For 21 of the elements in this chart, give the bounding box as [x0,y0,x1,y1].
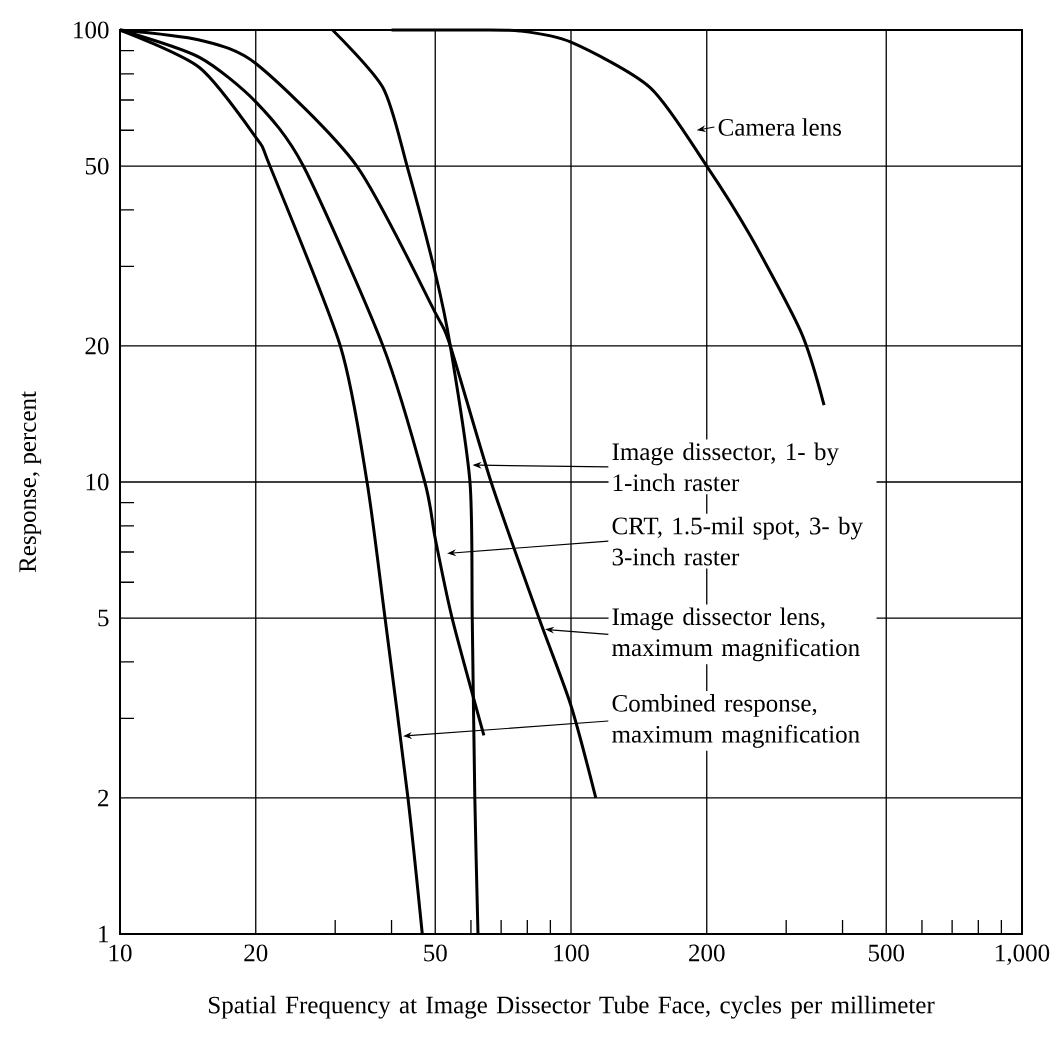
y-tick-label: 10 [86,473,109,491]
x-tick-label: 100 [554,944,589,962]
text: Combined response, maximum magnification [612,694,860,748]
x-axis-title: Spatial Frequency at Image Dissector Tube Face, cycles per millimeter [209,995,935,1019]
x-tick-label: 200 [689,944,725,962]
x-tick-label: 50 [424,944,447,962]
x-tick-label: 20 [244,944,268,962]
x-tick-label: 10 [109,944,132,962]
x-tick-label: 1,000 [996,944,1050,965]
y-tick-label: 5 [98,609,109,627]
y-axis-title: Response, percent [19,391,42,573]
legend-label: Image dissector lens, maximum magnification [612,607,860,662]
y-tick-label: 100 [74,21,109,39]
text: Image dissector, 1- by 1-inch raster [612,442,839,492]
legend-label: Camera lens [718,118,842,136]
text: CRT, 1.5-mil spot, 3- by 3-inch raster [612,516,863,566]
y-tick-label: 2 [98,789,109,807]
x-tick-label: 500 [868,944,905,962]
y-tick-label: 1 [99,925,108,943]
y-tick-label: 50 [85,157,109,175]
y-tick-label: 20 [85,337,109,355]
